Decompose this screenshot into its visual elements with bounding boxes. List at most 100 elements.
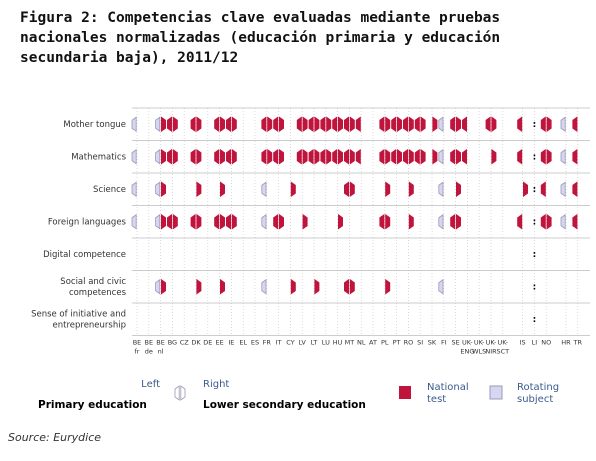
lower-secondary-mark: [338, 116, 343, 133]
column-label: ES: [251, 339, 259, 347]
row-label: Science: [93, 185, 126, 195]
primary-mark: [438, 116, 444, 133]
lower-secondary-mark: [546, 148, 552, 165]
lower-secondary-mark: [231, 116, 237, 133]
legend-rotating: Rotating: [517, 382, 559, 393]
primary-mark: [560, 148, 566, 165]
column-label: CZ: [180, 339, 190, 347]
primary-mark: [214, 148, 220, 165]
title: Figura 2: Competencias clave evaluadas m…: [20, 8, 590, 68]
lower-secondary-mark: [349, 278, 355, 295]
primary-mark: [450, 148, 456, 165]
column-label: BE: [133, 339, 142, 347]
primary-mark: [462, 116, 467, 133]
primary-mark: [167, 213, 172, 230]
legend-lower-secondary: Lower secondary education: [203, 399, 366, 411]
primary-mark: [131, 116, 137, 133]
lower-secondary-mark: [161, 148, 166, 165]
lower-secondary-mark: [338, 148, 343, 165]
column-label: HR: [561, 339, 571, 347]
lower-secondary-mark: [385, 181, 391, 198]
primary-mark: [167, 116, 172, 133]
primary-mark: [379, 148, 385, 165]
row-label: Digital competence: [43, 250, 126, 260]
row-label: Foreign languages: [48, 217, 127, 227]
primary-mark: [261, 278, 267, 295]
column-label: SCT: [496, 348, 509, 356]
title-line: nacionales normalizadas (educación prima…: [20, 30, 501, 46]
primary-mark: [190, 213, 196, 230]
lower-secondary-mark: [302, 148, 308, 165]
lower-secondary-mark: [196, 181, 202, 198]
column-label: CY: [286, 339, 294, 347]
legend-rotating: subject: [517, 394, 553, 405]
primary-mark: [332, 148, 338, 165]
primary-mark: [190, 116, 196, 133]
primary-mark: [320, 116, 326, 133]
column-label: NL: [357, 339, 366, 347]
column-label: UK-: [474, 339, 485, 347]
primary-mark: [273, 116, 279, 133]
lower-secondary-mark: [385, 278, 391, 295]
row-label: Mother tongue: [63, 120, 126, 130]
lower-secondary-mark: [314, 148, 320, 165]
column-label: IS: [520, 339, 526, 347]
primary-mark: [517, 148, 523, 165]
matrix-chart: Mother tongue: Mathematics: Science: Foreig…: [31, 107, 590, 411]
column-label: DK: [191, 339, 201, 347]
primary-mark: [190, 148, 196, 165]
primary-mark: [560, 116, 566, 133]
title-line: secundaria baja), 2011/12: [20, 50, 239, 66]
lower-secondary-mark: [397, 116, 402, 133]
primary-mark: [403, 116, 408, 133]
primary-mark: [273, 213, 279, 230]
lower-secondary-mark: [220, 116, 225, 133]
primary-mark: [308, 148, 314, 165]
primary-mark: [332, 116, 338, 133]
legend-hex-left: [174, 385, 180, 401]
lower-secondary-mark: [385, 116, 391, 133]
primary-mark: [379, 213, 385, 230]
column-label: EE: [215, 339, 223, 347]
primary-mark: [296, 116, 302, 133]
lower-secondary-mark: [302, 116, 308, 133]
lower-secondary-mark: [314, 278, 320, 295]
column-label: IE: [228, 339, 234, 347]
primary-mark: [485, 116, 491, 133]
lower-secondary-mark: [290, 181, 296, 198]
lower-secondary-mark: [408, 148, 414, 165]
lower-secondary-mark: [349, 181, 355, 198]
primary-mark: [296, 148, 302, 165]
row-label: Social and civic: [60, 277, 126, 287]
primary-mark: [540, 181, 546, 198]
legend-national: test: [427, 394, 446, 405]
primary-mark: [540, 148, 546, 165]
primary-mark: [261, 148, 267, 165]
column-label: LU: [322, 339, 330, 347]
lower-secondary-mark: [172, 116, 178, 133]
primary-mark: [226, 213, 231, 230]
primary-mark: [214, 213, 220, 230]
lower-secondary-mark: [302, 213, 308, 230]
primary-mark: [572, 181, 578, 198]
column-label: UK-: [462, 339, 473, 347]
primary-mark: [155, 148, 161, 165]
lower-secondary-mark: [279, 116, 284, 133]
column-label: EL: [239, 339, 247, 347]
column-label: PL: [381, 339, 389, 347]
lower-secondary-mark: [220, 213, 225, 230]
primary-mark: [344, 278, 349, 295]
not-available: :: [533, 120, 537, 130]
lower-secondary-mark: [456, 116, 461, 133]
lower-secondary-mark: [408, 181, 414, 198]
primary-mark: [273, 148, 279, 165]
lower-secondary-mark: [196, 116, 202, 133]
column-label: nl: [158, 348, 164, 356]
primary-mark: [308, 116, 314, 133]
primary-mark: [355, 116, 361, 133]
legend-national: National: [427, 382, 469, 393]
primary-mark: [414, 116, 420, 133]
primary-mark: [131, 181, 137, 198]
lower-secondary-mark: [397, 148, 402, 165]
lower-secondary-mark: [231, 148, 237, 165]
